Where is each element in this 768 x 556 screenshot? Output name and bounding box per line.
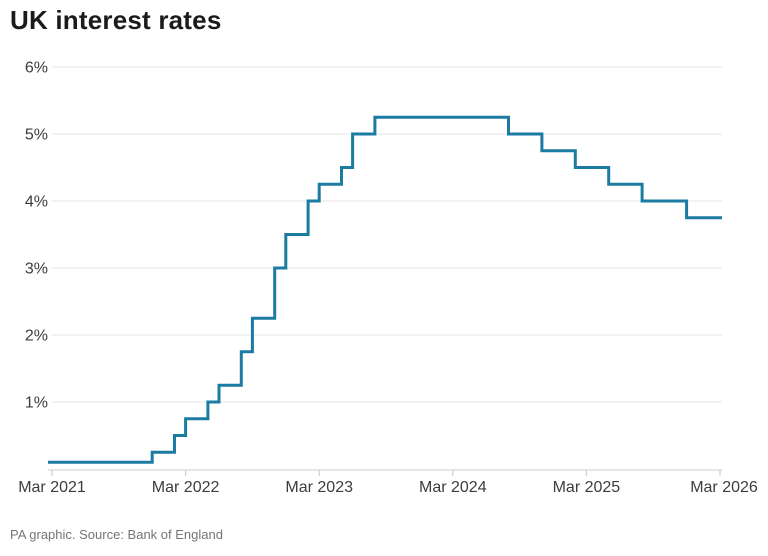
- y-axis-tick-label: 5%: [25, 127, 48, 144]
- x-axis-tick-label: Mar 2023: [285, 479, 353, 496]
- y-axis-tick-label: 1%: [25, 395, 48, 412]
- x-axis-tick-label: Mar 2024: [419, 479, 487, 496]
- x-axis-tick-label: Mar 2026: [690, 479, 758, 496]
- source-note: PA graphic. Source: Bank of England: [10, 527, 223, 542]
- y-axis-tick-label: 4%: [25, 194, 48, 211]
- chart-title: UK interest rates: [10, 5, 222, 35]
- x-axis-tick-label: Mar 2025: [553, 479, 621, 496]
- y-axis-tick-label: 6%: [25, 60, 48, 77]
- x-axis-tick-label: Mar 2021: [18, 479, 86, 496]
- rate-step-line: [48, 115, 722, 464]
- y-axis-tick-label: 2%: [25, 328, 48, 345]
- x-axis-tick-label: Mar 2022: [152, 479, 220, 496]
- y-axis-tick-label: 3%: [25, 261, 48, 278]
